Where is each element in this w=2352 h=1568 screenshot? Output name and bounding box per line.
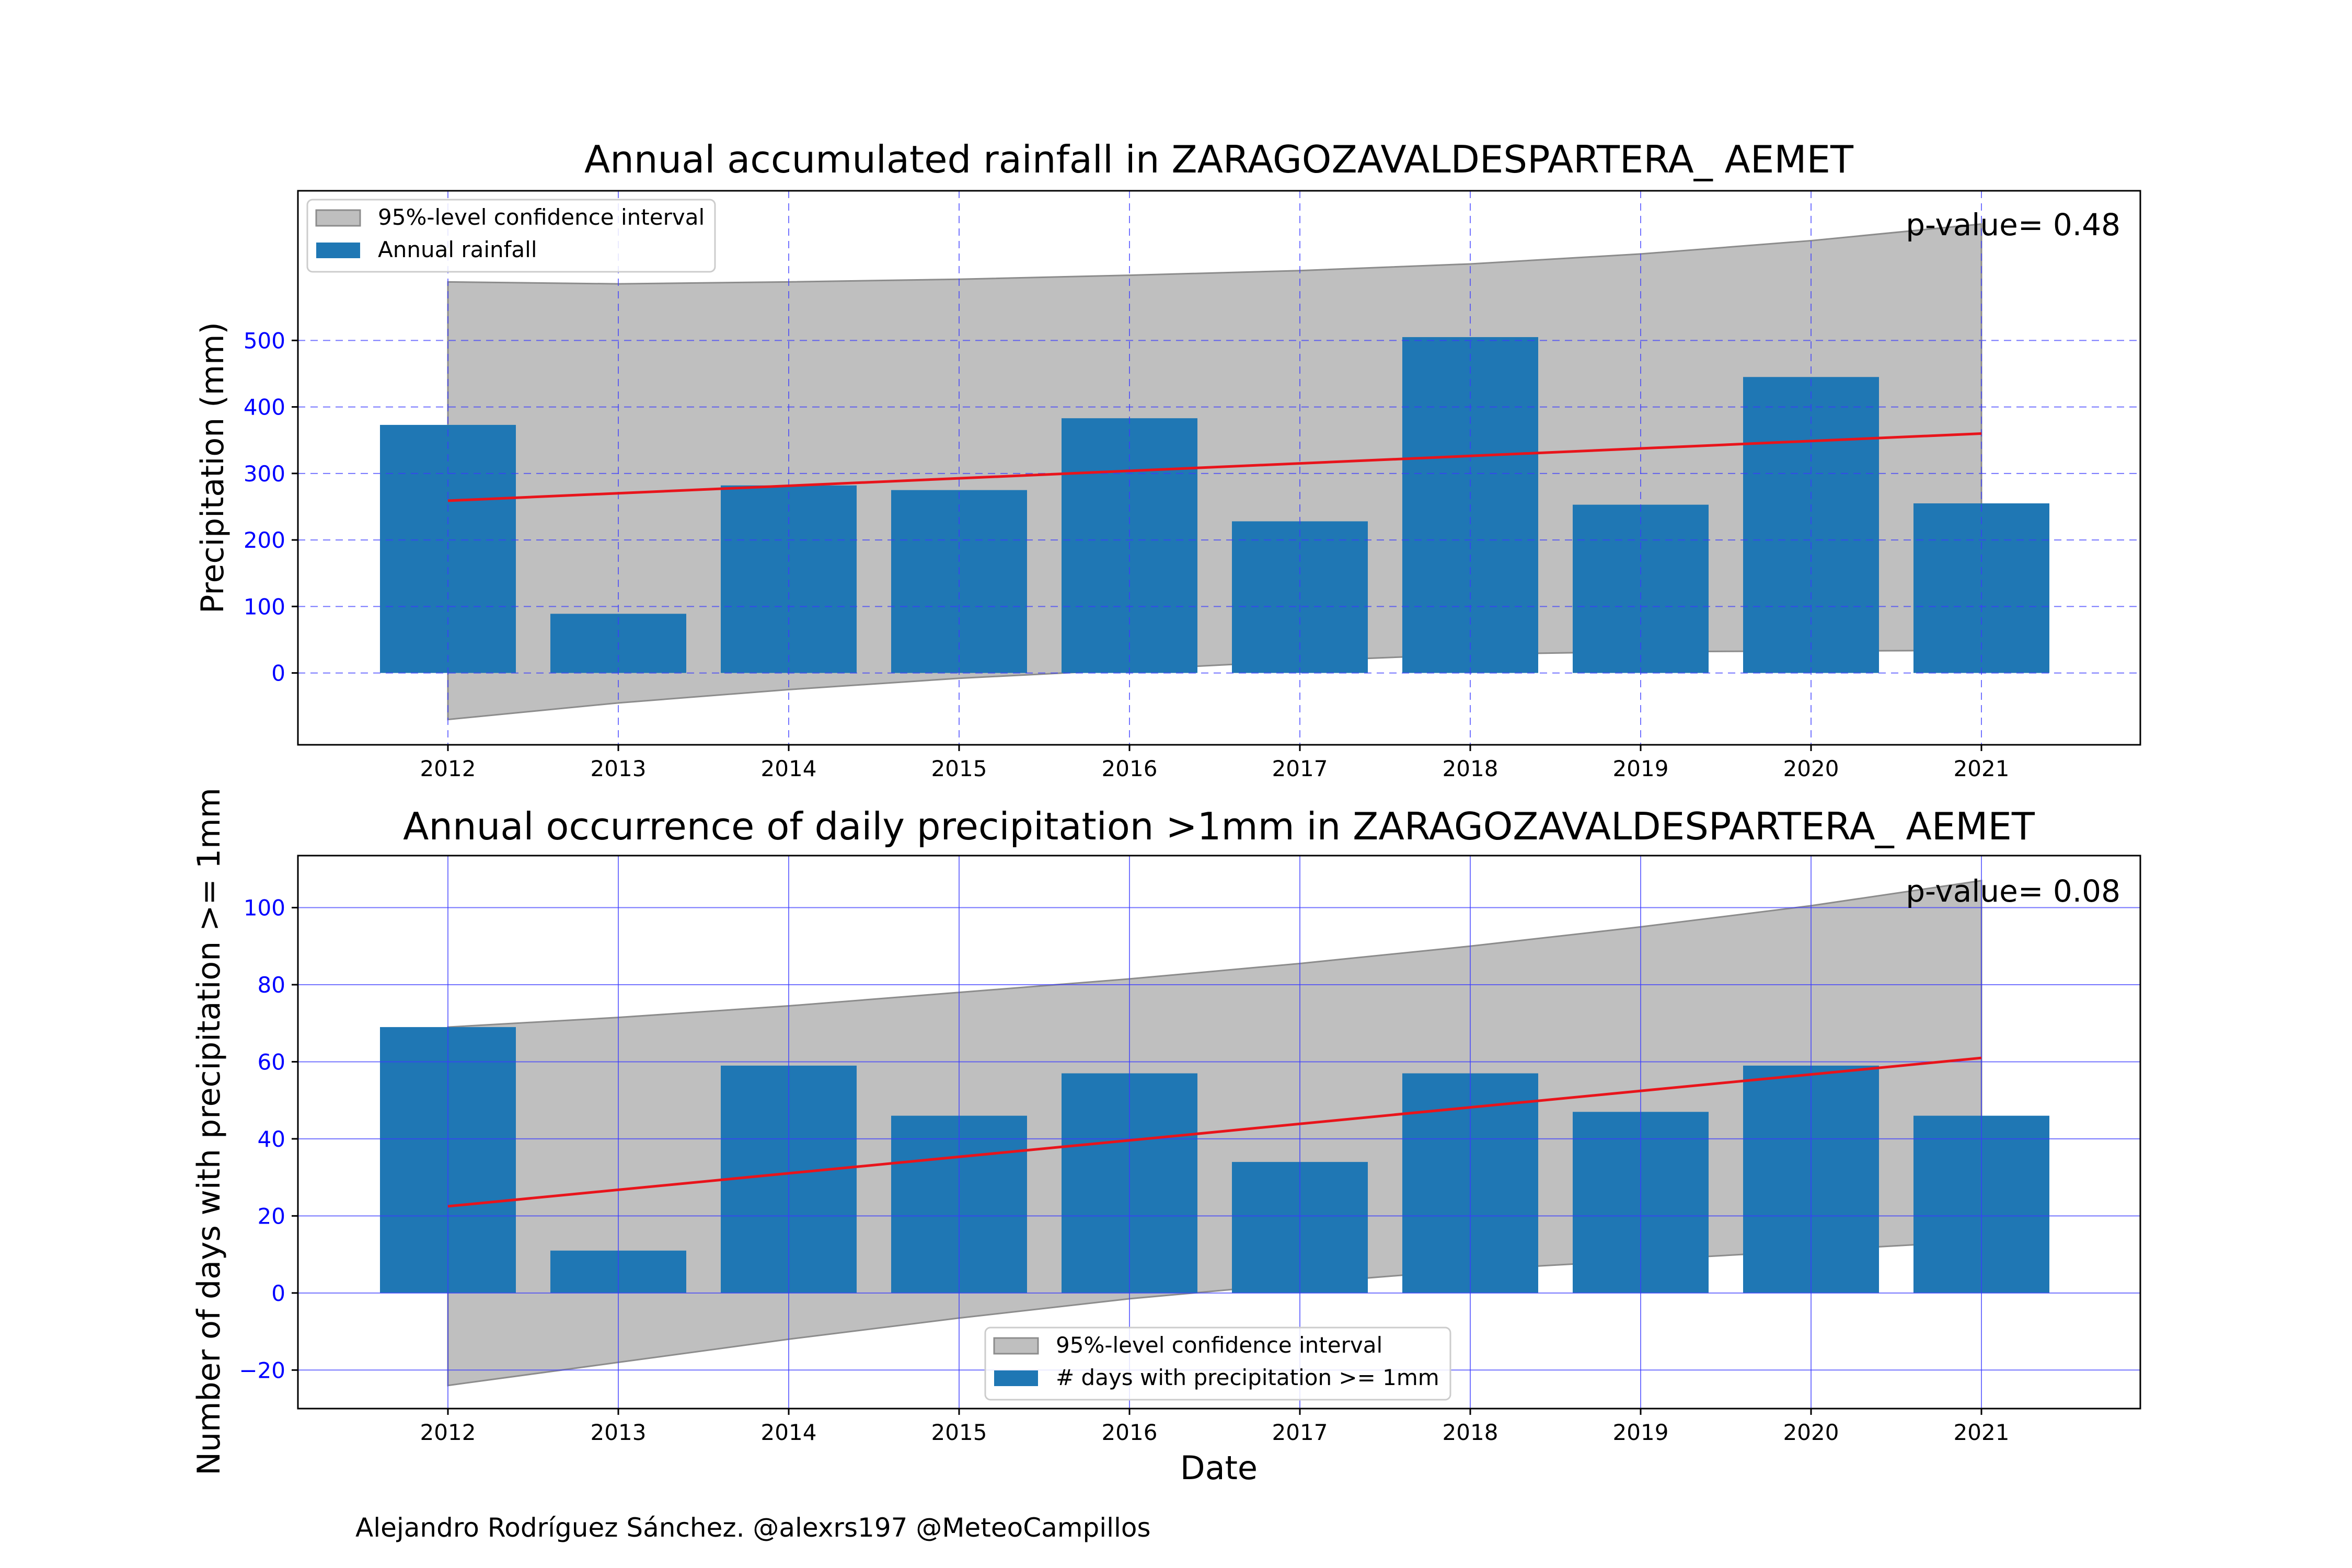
x-tick-label: 2016	[1102, 756, 1158, 781]
x-ticks: 2012 2013 2014 2015 2016 2017 2018 2019 2020 2021	[420, 1409, 2010, 1445]
x-tick-label: 2017	[1272, 756, 1328, 781]
y-ticks: −20 0 20 40 60 80 100	[239, 895, 298, 1383]
y-tick-label: 100	[244, 594, 285, 619]
legend-bar-swatch	[316, 243, 360, 258]
x-tick-label: 2012	[420, 1420, 476, 1445]
y-ticks: 0 100 200 300 400 500	[244, 328, 298, 686]
chart-title: Annual occurrence of daily precipitation…	[403, 804, 2035, 848]
grid	[298, 191, 2140, 745]
x-tick-label: 2015	[931, 756, 987, 781]
y-tick-label: 400	[244, 395, 285, 420]
bar-2014	[721, 485, 857, 673]
legend-bar-swatch	[994, 1370, 1038, 1386]
p-value: p-value= 0.48	[1906, 207, 2120, 243]
x-tick-label: 2012	[420, 756, 476, 781]
y-tick-label: 40	[258, 1126, 285, 1152]
legend-ci-swatch	[993, 1337, 1039, 1355]
y-tick-label: 200	[244, 527, 285, 553]
x-axis-label: Date	[1180, 1449, 1258, 1487]
legend-ci-label: 95%-level confidence interval	[378, 204, 705, 230]
x-tick-label: 2019	[1613, 1420, 1669, 1445]
x-tick-label: 2014	[761, 1420, 817, 1445]
legend-frame	[984, 1327, 1451, 1401]
x-tick-label: 2016	[1102, 1420, 1158, 1445]
y-axis-label: Precipitation (mm)	[194, 322, 231, 614]
y-tick-label: −20	[239, 1357, 285, 1383]
legend: 95%-level confidence interval Annual rai…	[306, 199, 716, 273]
x-tick-label: 2020	[1783, 756, 1839, 781]
legend-frame	[306, 199, 716, 273]
y-tick-label: 100	[244, 895, 285, 921]
x-tick-label: 2020	[1783, 1420, 1839, 1445]
x-ticks: 2012 2013 2014 2015 2016 2017 2018 2019 2020 2021	[420, 745, 2010, 781]
plot-frame	[297, 855, 2141, 1410]
trend-line-segment	[447, 1056, 1982, 1208]
y-tick-label: 20	[258, 1203, 285, 1229]
x-tick-label: 2013	[591, 1420, 647, 1445]
y-tick-label: 0	[271, 661, 285, 686]
legend-ci-swatch	[315, 209, 361, 227]
legend-bar-label: Annual rainfall	[378, 237, 537, 262]
x-tick-label: 2019	[1613, 756, 1669, 781]
legend-ci-label: 95%-level confidence interval	[1056, 1332, 1382, 1358]
trend-line	[447, 1056, 1982, 1208]
y-tick-label: 500	[244, 328, 285, 353]
grid	[298, 856, 2140, 1409]
x-tick-label: 2017	[1272, 1420, 1328, 1445]
y-tick-label: 0	[271, 1281, 285, 1306]
days-chart: 2012 2013 2014 2015 2016 2017 2018 2019 2020 2021…	[191, 788, 2141, 1487]
footer-credit: Alejandro Rodríguez Sánchez. @alexrs197 …	[355, 1513, 1151, 1543]
plot-frame	[297, 190, 2141, 746]
y-tick-label: 60	[258, 1049, 285, 1075]
x-tick-label: 2021	[1954, 756, 2010, 781]
legend-bar-label: # days with precipitation >= 1mm	[1056, 1365, 1439, 1390]
chart-title: Annual accumulated rainfall in ZARAGOZAV…	[584, 137, 1854, 181]
x-tick-label: 2021	[1954, 1420, 2010, 1445]
x-tick-label: 2018	[1443, 1420, 1498, 1445]
legend: 95%-level confidence interval # days wit…	[984, 1327, 1451, 1401]
trend-line	[447, 432, 1982, 502]
x-tick-label: 2015	[931, 1420, 987, 1445]
x-tick-label: 2018	[1443, 756, 1498, 781]
rainfall-chart: 2012 2013 2014 2015 2016 2017 2018 2019 2020 2021…	[194, 137, 2141, 781]
x-tick-label: 2013	[591, 756, 647, 781]
y-tick-label: 300	[244, 461, 285, 487]
p-value: p-value= 0.08	[1906, 873, 2120, 909]
y-axis-label: Number of days with precipitation >= 1mm	[191, 788, 227, 1475]
trend-line-segment	[447, 432, 1982, 502]
x-tick-label: 2014	[761, 756, 817, 781]
y-tick-label: 80	[258, 972, 285, 998]
